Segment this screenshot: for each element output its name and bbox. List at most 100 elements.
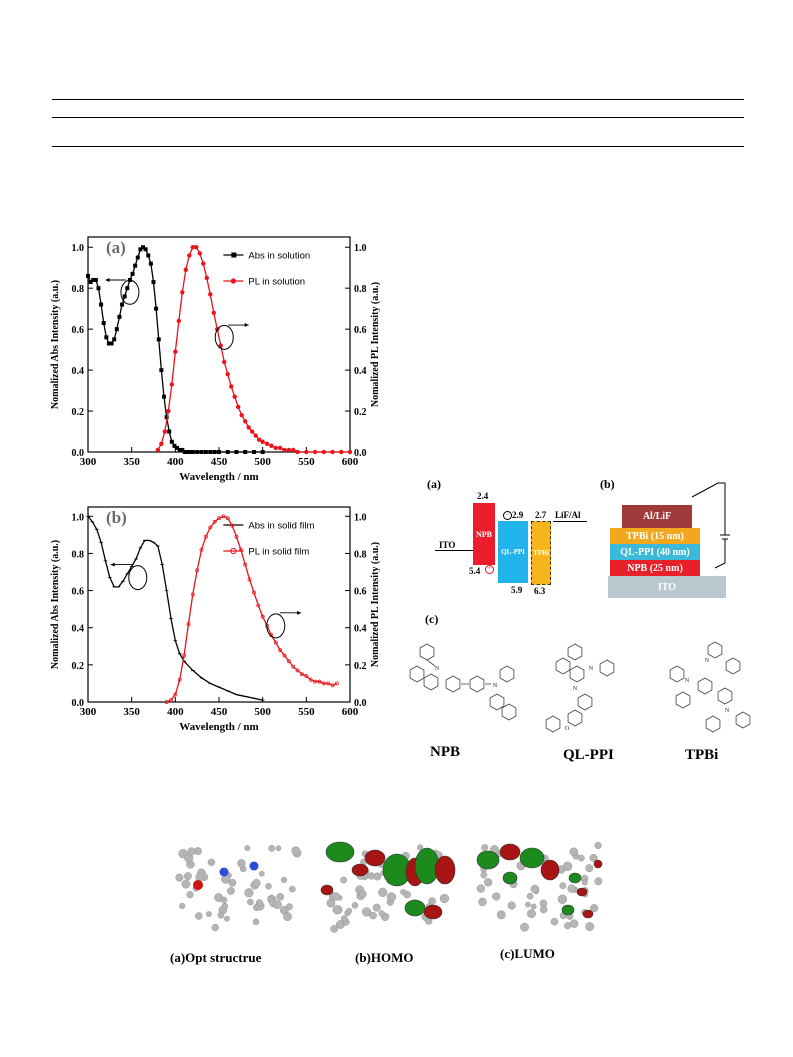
ring	[419, 643, 435, 661]
data-point	[177, 677, 182, 682]
data-point	[229, 384, 234, 389]
data-point	[286, 447, 292, 453]
y-tick-label-left: 0.6	[72, 587, 85, 598]
data-point	[211, 310, 216, 315]
atom-ball	[273, 900, 282, 909]
atom-ball	[378, 887, 388, 897]
atom-ball	[286, 903, 293, 911]
data-point	[180, 290, 185, 295]
orbital-lobe	[499, 843, 521, 861]
atom-label: N	[435, 666, 440, 672]
atom-ball	[400, 889, 407, 896]
atom-ball	[527, 909, 536, 919]
ring	[567, 709, 583, 727]
atom-ball	[332, 905, 342, 915]
legend-marker	[230, 547, 237, 555]
atom-ball	[481, 844, 489, 852]
orbital-lobe	[351, 863, 369, 877]
data-point	[86, 273, 90, 278]
orbital-lobe	[561, 904, 575, 916]
data-point	[93, 278, 98, 282]
data-point	[104, 335, 109, 340]
orbital-lobe	[519, 847, 545, 869]
data-point	[101, 321, 106, 325]
orbital-lobe	[434, 855, 456, 885]
data-point	[347, 449, 353, 455]
tpbi-structure: N N N	[669, 641, 751, 733]
stack-layer-al-lif-label: Al/LiF	[642, 511, 672, 522]
data-point	[230, 523, 235, 528]
y-tick-label-left: 0.0	[72, 448, 85, 459]
y-tick-label-right: 0.6	[354, 325, 367, 336]
lumo-orbital-image	[476, 841, 603, 932]
atom-ball	[578, 854, 585, 862]
x-tick-label: 600	[342, 456, 359, 468]
data-point	[291, 664, 296, 669]
npb-structure: NN	[409, 643, 517, 721]
ring	[489, 693, 505, 711]
y-tick-label-left: 0.8	[72, 549, 85, 560]
legend-label: PL in solid film	[248, 547, 309, 558]
x-axis-label: Wavelength / nm	[179, 471, 258, 483]
annotation-arrowhead	[297, 610, 302, 615]
data-point	[269, 443, 274, 449]
header-rule-stub	[395, 117, 421, 118]
npb-level-label: NPB	[476, 529, 492, 539]
data-point	[96, 286, 101, 291]
data-point	[321, 681, 326, 686]
orbital-lobe	[320, 884, 334, 896]
y-tick-label-left: 0.2	[72, 407, 85, 418]
data-point	[190, 245, 195, 250]
ring	[577, 693, 593, 711]
data-point	[159, 441, 164, 447]
ring	[599, 659, 615, 677]
data-point	[330, 449, 335, 455]
data-point	[321, 449, 326, 455]
atom-ball	[291, 846, 300, 855]
data-point	[212, 450, 217, 454]
data-point	[182, 450, 187, 454]
data-point	[88, 280, 93, 285]
atom-ball	[373, 872, 382, 881]
y-axis-label-right: Nomalized PL Intensity (a.u.)	[370, 542, 380, 667]
molecule-label-npb: NPB	[430, 744, 460, 760]
data-point	[256, 603, 261, 608]
npb-level-block: NPB	[473, 503, 495, 565]
atom-ball	[252, 879, 261, 888]
atom-ball	[283, 912, 292, 922]
atom-ball	[439, 893, 450, 904]
structures-panel-label: (c)	[425, 612, 439, 626]
data-point	[295, 449, 300, 455]
data-point	[164, 700, 169, 704]
data-point	[162, 429, 168, 434]
stack-layer-qlppi: QL-PPI (40 nm)	[610, 544, 700, 560]
x-tick-label: 450	[211, 706, 228, 718]
data-point	[225, 371, 230, 377]
atom-ball	[507, 901, 516, 910]
atom-ball	[559, 882, 567, 890]
stack-layer-tpbi: TPBi (15 nm)	[610, 528, 700, 544]
legend-label: PL in solution	[248, 277, 305, 288]
atom-ball	[585, 864, 594, 873]
data-point	[246, 425, 251, 430]
atom-ball	[478, 897, 487, 907]
y-tick-label-right: 0.4	[354, 624, 367, 635]
data-point	[222, 359, 227, 365]
ring	[445, 675, 461, 693]
data-point	[173, 349, 178, 354]
atom-ball	[585, 922, 595, 932]
atom-ball	[217, 911, 225, 919]
y-axis-label-left: Nomalized Abs Intensity (a.u.)	[50, 540, 61, 669]
data-point	[236, 404, 241, 410]
atom-ball	[186, 891, 194, 899]
stack-layer-al-lif: Al/LiF	[622, 505, 692, 528]
x-axis-label: Wavelength / nm	[179, 721, 258, 733]
atom-ball	[224, 915, 230, 922]
header-rule-stub	[330, 117, 356, 118]
data-point	[312, 449, 318, 455]
caption-opt-structure: (a)Opt structrue	[170, 950, 262, 965]
stack-layer-ito-label: ITO	[657, 581, 677, 593]
data-point	[277, 445, 283, 451]
data-point	[133, 263, 138, 268]
data-point	[334, 681, 339, 686]
